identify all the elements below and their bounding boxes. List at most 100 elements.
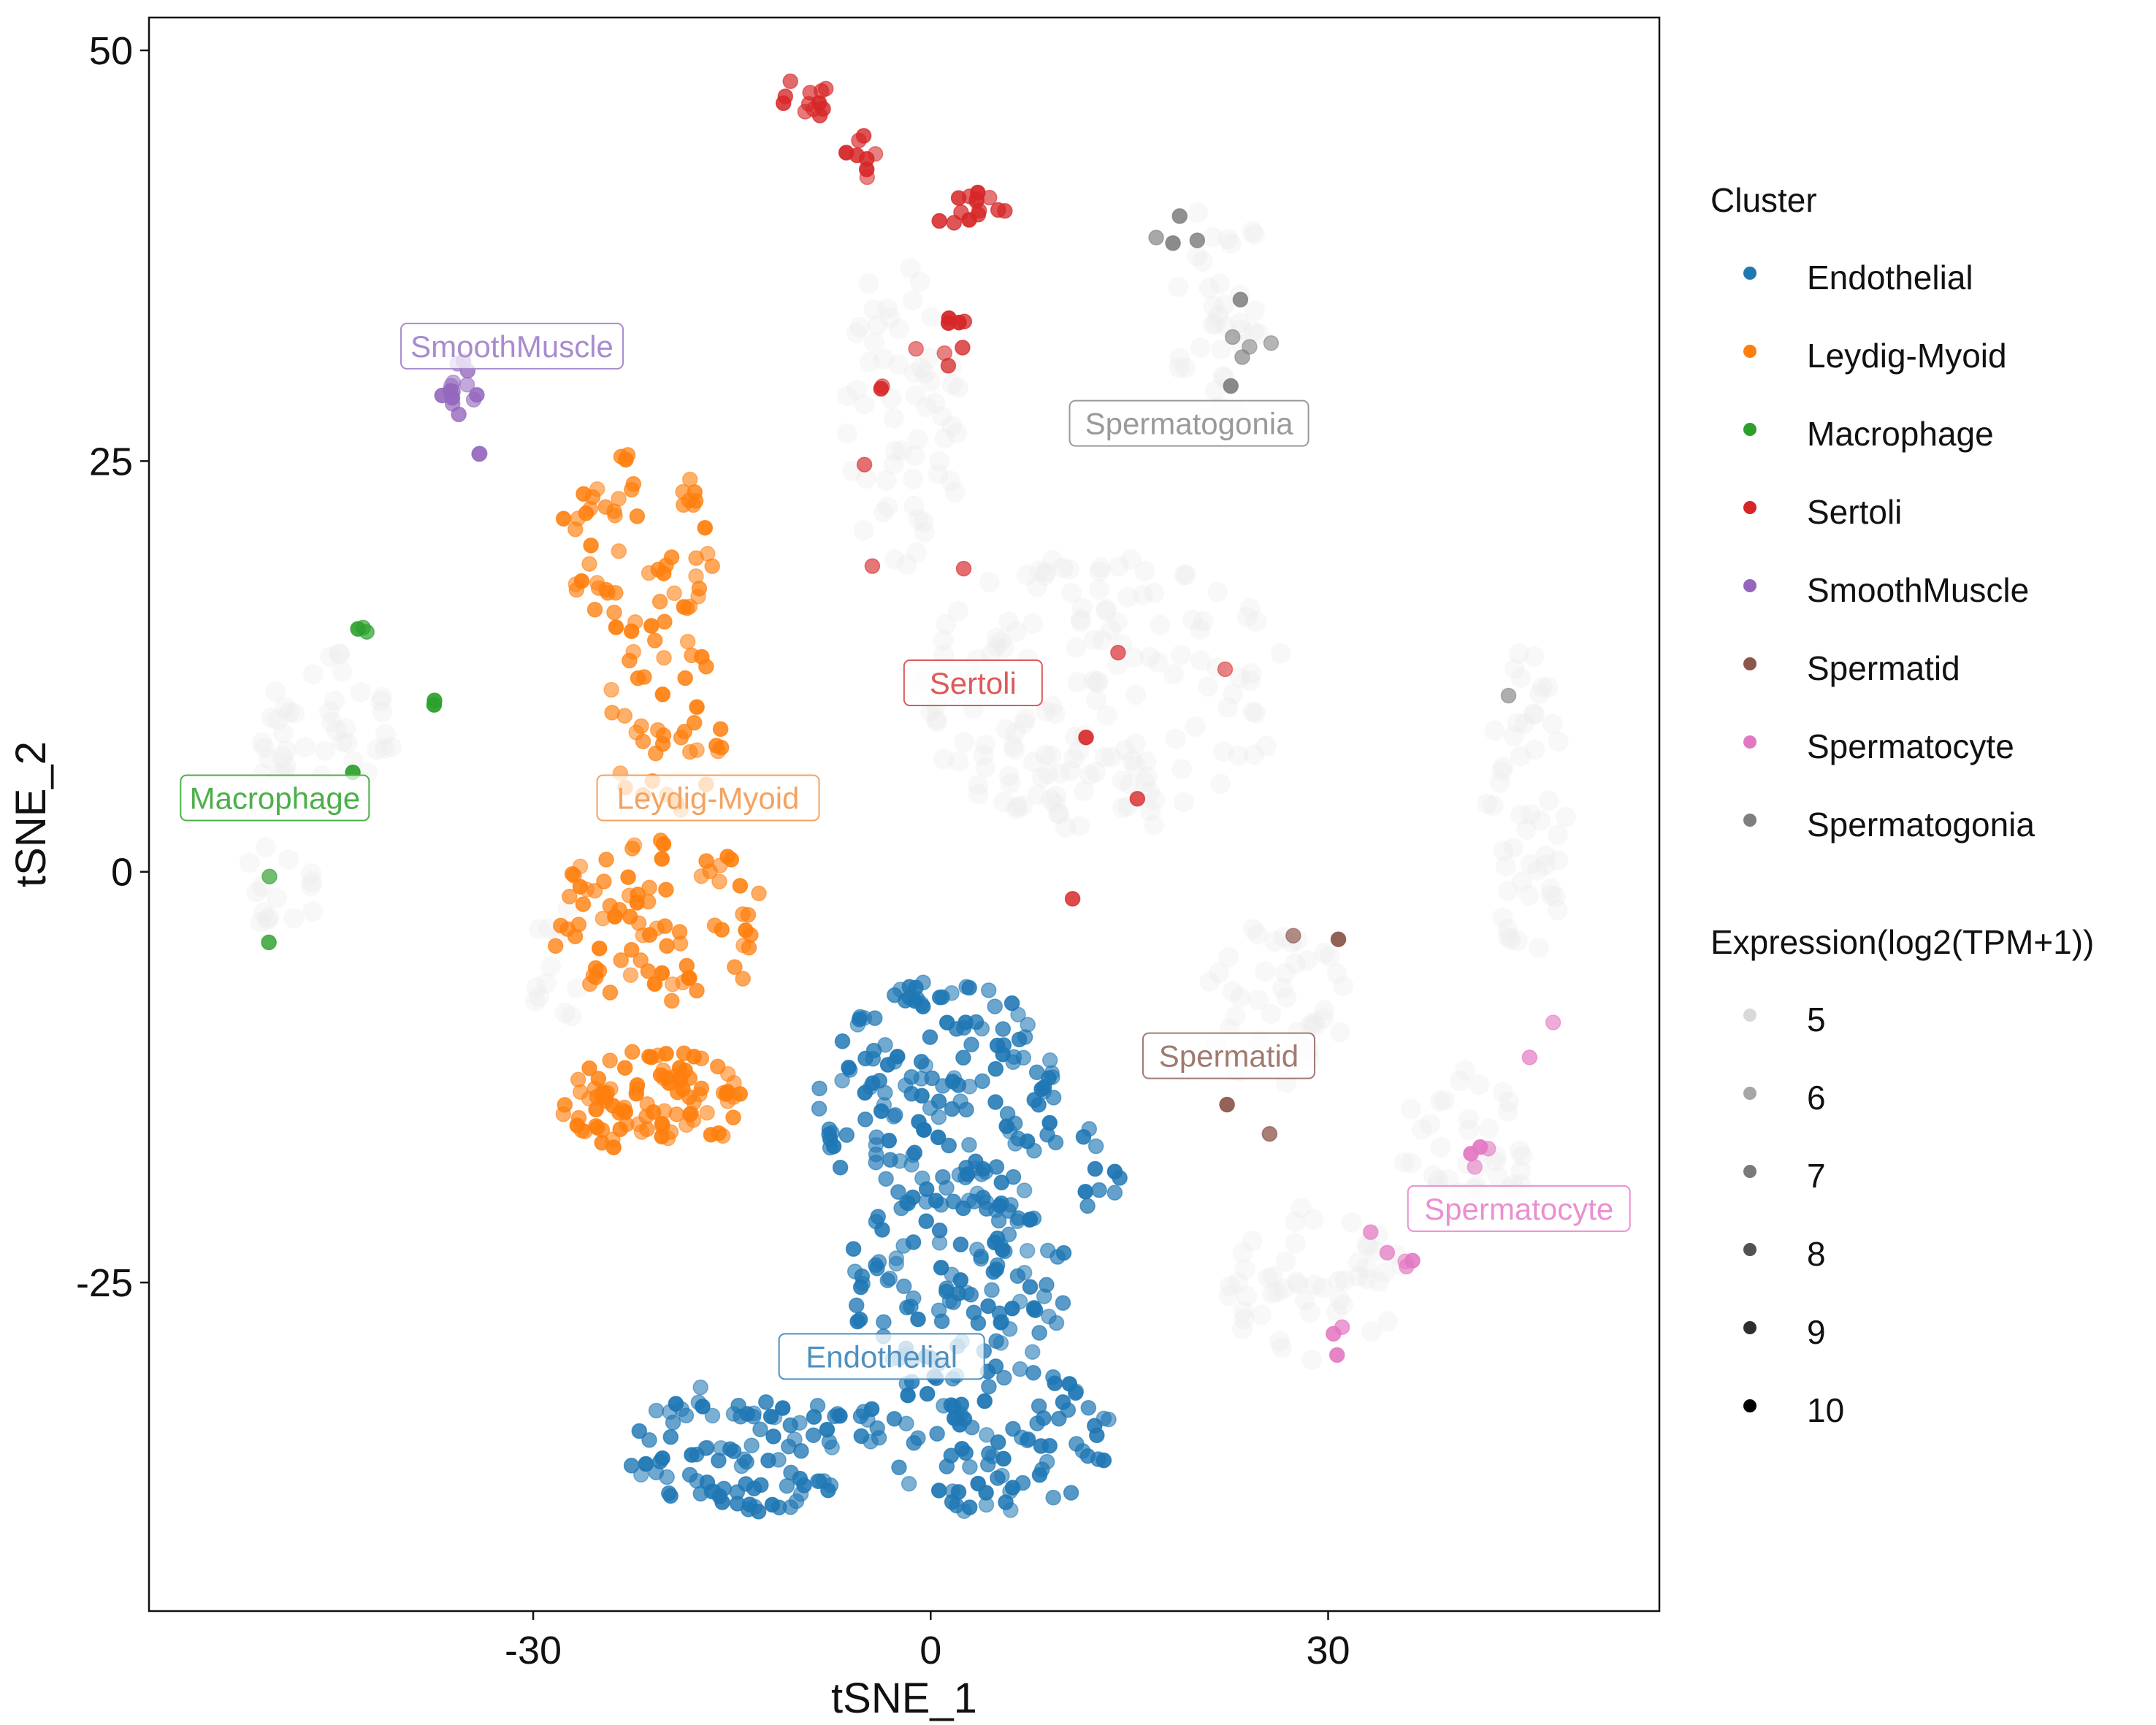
background-point xyxy=(337,733,358,754)
background-point xyxy=(529,987,549,1008)
point-endothelial xyxy=(890,1184,906,1200)
point-endothelial xyxy=(952,1093,968,1109)
background-point xyxy=(300,876,321,897)
background-point xyxy=(1192,251,1213,272)
series-spermatogonia xyxy=(1148,208,1517,704)
point-endothelial xyxy=(834,1072,850,1089)
background-point xyxy=(1022,613,1044,634)
point-leydig-myoid xyxy=(686,714,703,731)
background-point xyxy=(1247,924,1268,945)
legend-label-sertoli: Sertoli xyxy=(1807,493,1902,531)
point-endothelial xyxy=(1004,995,1020,1011)
point-sertoli xyxy=(968,191,985,207)
background-point xyxy=(375,724,396,745)
background-point xyxy=(1012,795,1033,816)
legend-label-smoothmuscle: SmoothMuscle xyxy=(1807,571,2029,609)
point-endothelial xyxy=(1001,1321,1018,1337)
point-leydig-myoid xyxy=(628,1085,645,1102)
background-point xyxy=(1169,348,1190,368)
point-endothelial xyxy=(888,1250,905,1266)
background-point xyxy=(979,572,1000,593)
background-point xyxy=(908,508,929,529)
background-point xyxy=(883,454,904,475)
background-point xyxy=(1248,324,1269,345)
background-point xyxy=(1228,1272,1249,1293)
point-leydig-myoid xyxy=(555,510,572,527)
background-point xyxy=(904,445,925,467)
background-point xyxy=(920,371,941,392)
point-endothelial xyxy=(918,1213,934,1229)
cluster-label-text: SmoothMuscle xyxy=(410,329,613,364)
point-endothelial xyxy=(852,1009,868,1025)
point-macrophage xyxy=(261,868,278,884)
background-point xyxy=(1143,814,1164,835)
cluster-label-box xyxy=(903,659,1043,707)
background-point xyxy=(1234,1308,1255,1329)
background-point xyxy=(324,690,345,711)
point-leydig-myoid xyxy=(594,1135,610,1151)
point-endothelial xyxy=(771,1452,787,1468)
background-point xyxy=(315,741,336,761)
point-smoothmuscle xyxy=(451,406,467,423)
point-spermatocyte xyxy=(1521,1049,1538,1066)
point-endothelial xyxy=(961,1136,977,1153)
point-endothelial xyxy=(930,1093,947,1109)
background-point xyxy=(1507,713,1528,733)
point-endothelial xyxy=(1101,1411,1117,1428)
point-sertoli xyxy=(1129,790,1146,807)
point-endothelial xyxy=(980,982,997,998)
point-sertoli xyxy=(864,558,881,574)
background-point xyxy=(1069,816,1090,837)
point-endothelial xyxy=(1003,1502,1019,1518)
point-endothelial xyxy=(1012,1293,1028,1310)
background-point xyxy=(1125,684,1147,705)
point-endothelial xyxy=(796,1477,812,1493)
background-point xyxy=(1301,1349,1323,1370)
background-point xyxy=(1133,584,1153,605)
background-point xyxy=(350,681,371,703)
point-spermatogonia xyxy=(1500,687,1517,704)
cluster-label-text: Macrophage xyxy=(190,781,360,816)
background-point xyxy=(954,732,975,753)
point-endothelial xyxy=(1024,1344,1041,1360)
point-spermatogonia xyxy=(1189,232,1206,248)
point-endothelial xyxy=(692,1379,708,1396)
background-point xyxy=(1055,816,1077,838)
background-point xyxy=(1326,963,1348,984)
point-endothelial xyxy=(950,1484,967,1500)
point-leydig-myoid xyxy=(654,1115,670,1132)
point-spermatogonia xyxy=(1165,235,1181,251)
point-leydig-myoid xyxy=(567,521,584,538)
axes: -30 0 30 50 25 0 -25 xyxy=(76,29,1350,1672)
point-endothelial xyxy=(1012,1361,1028,1377)
background-point xyxy=(1070,611,1091,632)
background-point xyxy=(1087,670,1109,692)
point-endothelial xyxy=(1075,1128,1092,1145)
point-endothelial xyxy=(914,998,931,1014)
background-point xyxy=(1294,1290,1315,1311)
legend-label-expression: 6 xyxy=(1807,1079,1826,1117)
background-point xyxy=(1286,1271,1307,1292)
point-leydig-myoid xyxy=(586,602,603,618)
background-point xyxy=(1209,273,1231,294)
background-point xyxy=(928,464,949,484)
legend-swatch-expression xyxy=(1743,1087,1756,1100)
background-point xyxy=(948,751,969,772)
point-endothelial xyxy=(806,1409,822,1425)
background-point xyxy=(973,745,994,765)
point-leydig-myoid xyxy=(676,497,692,513)
point-smoothmuscle xyxy=(445,374,462,391)
background-point xyxy=(1150,614,1171,635)
background-point xyxy=(1489,772,1510,793)
point-leydig-myoid xyxy=(602,984,619,1001)
background-point xyxy=(903,468,923,489)
point-leydig-myoid xyxy=(591,963,608,979)
background-point xyxy=(1272,978,1293,998)
point-leydig-myoid xyxy=(616,708,633,724)
point-leydig-myoid xyxy=(698,659,714,675)
background-point xyxy=(1529,683,1550,704)
background-point xyxy=(320,646,340,668)
background-point xyxy=(920,702,941,723)
point-spermatogonia xyxy=(1242,339,1258,355)
point-leydig-myoid xyxy=(638,1109,654,1125)
